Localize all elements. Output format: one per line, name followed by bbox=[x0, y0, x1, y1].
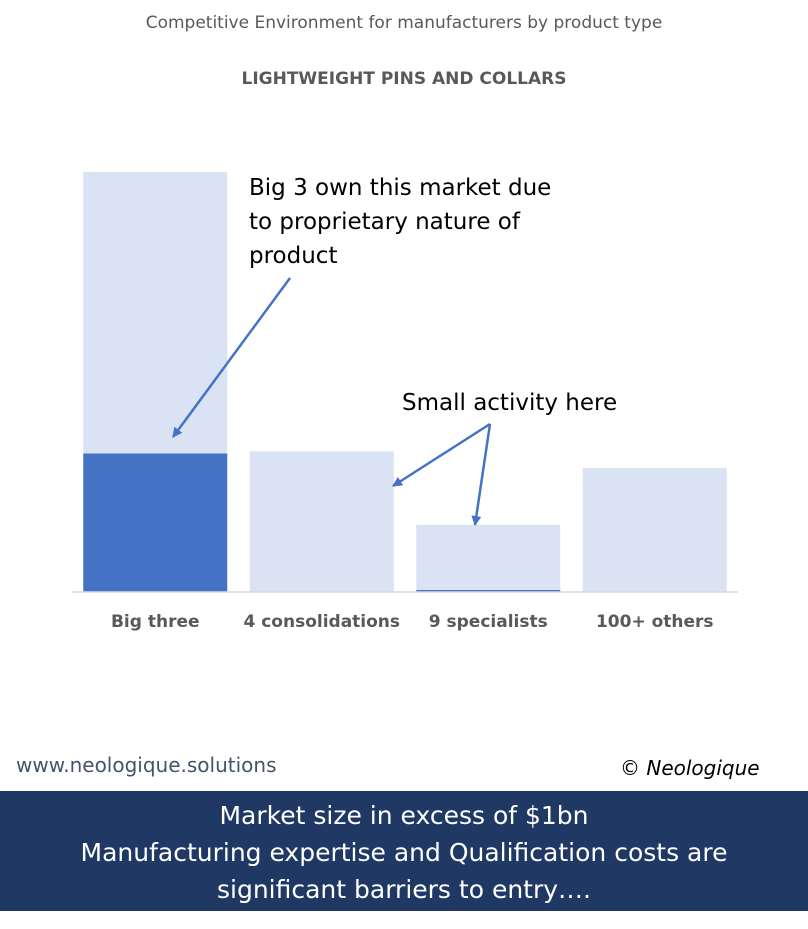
bar-share-2 bbox=[416, 589, 561, 592]
bars-group bbox=[83, 172, 727, 592]
x-tick-label: Big three bbox=[111, 612, 200, 632]
bar-share-0 bbox=[83, 453, 228, 592]
page-title: Competitive Environment for manufacturer… bbox=[145, 13, 663, 33]
website-link[interactable]: www.neologique.solutions bbox=[16, 753, 277, 777]
footer-banner: Market size in excess of $1bn Manufactur… bbox=[0, 791, 808, 911]
chart-title: LIGHTWEIGHT PINS AND COLLARS bbox=[241, 69, 567, 89]
footer-line-2: Manufacturing expertise and Qualificatio… bbox=[80, 838, 728, 867]
annotation-arrow-specialists bbox=[471, 423, 492, 526]
x-tick-labels: Big three 4 consolidations 9 specialists 10… bbox=[111, 612, 714, 632]
footer-line-1: Market size in excess of $1bn bbox=[219, 801, 589, 830]
annotation-small-activity: Small activity here bbox=[402, 390, 618, 416]
annotation-arrow-consolidations bbox=[392, 422, 491, 488]
annotation-arrow-big-three bbox=[171, 277, 292, 438]
bar-chart: Big three 4 consolidations 9 specialists 10… bbox=[72, 172, 738, 632]
x-tick-label: 9 specialists bbox=[429, 612, 548, 632]
copyright-notice: © Neologique bbox=[620, 756, 760, 780]
annotation-big-three: Big 3 own this market due to proprietary… bbox=[249, 175, 552, 269]
bar-remainder-2 bbox=[416, 524, 561, 590]
bar-remainder-0 bbox=[83, 172, 228, 454]
footer-line-3: significant barriers to entry…. bbox=[216, 875, 591, 904]
bar-remainder-1 bbox=[249, 451, 394, 592]
bar-remainder-3 bbox=[582, 468, 727, 592]
x-tick-label: 100+ others bbox=[596, 612, 714, 632]
x-tick-label: 4 consolidations bbox=[243, 612, 400, 632]
